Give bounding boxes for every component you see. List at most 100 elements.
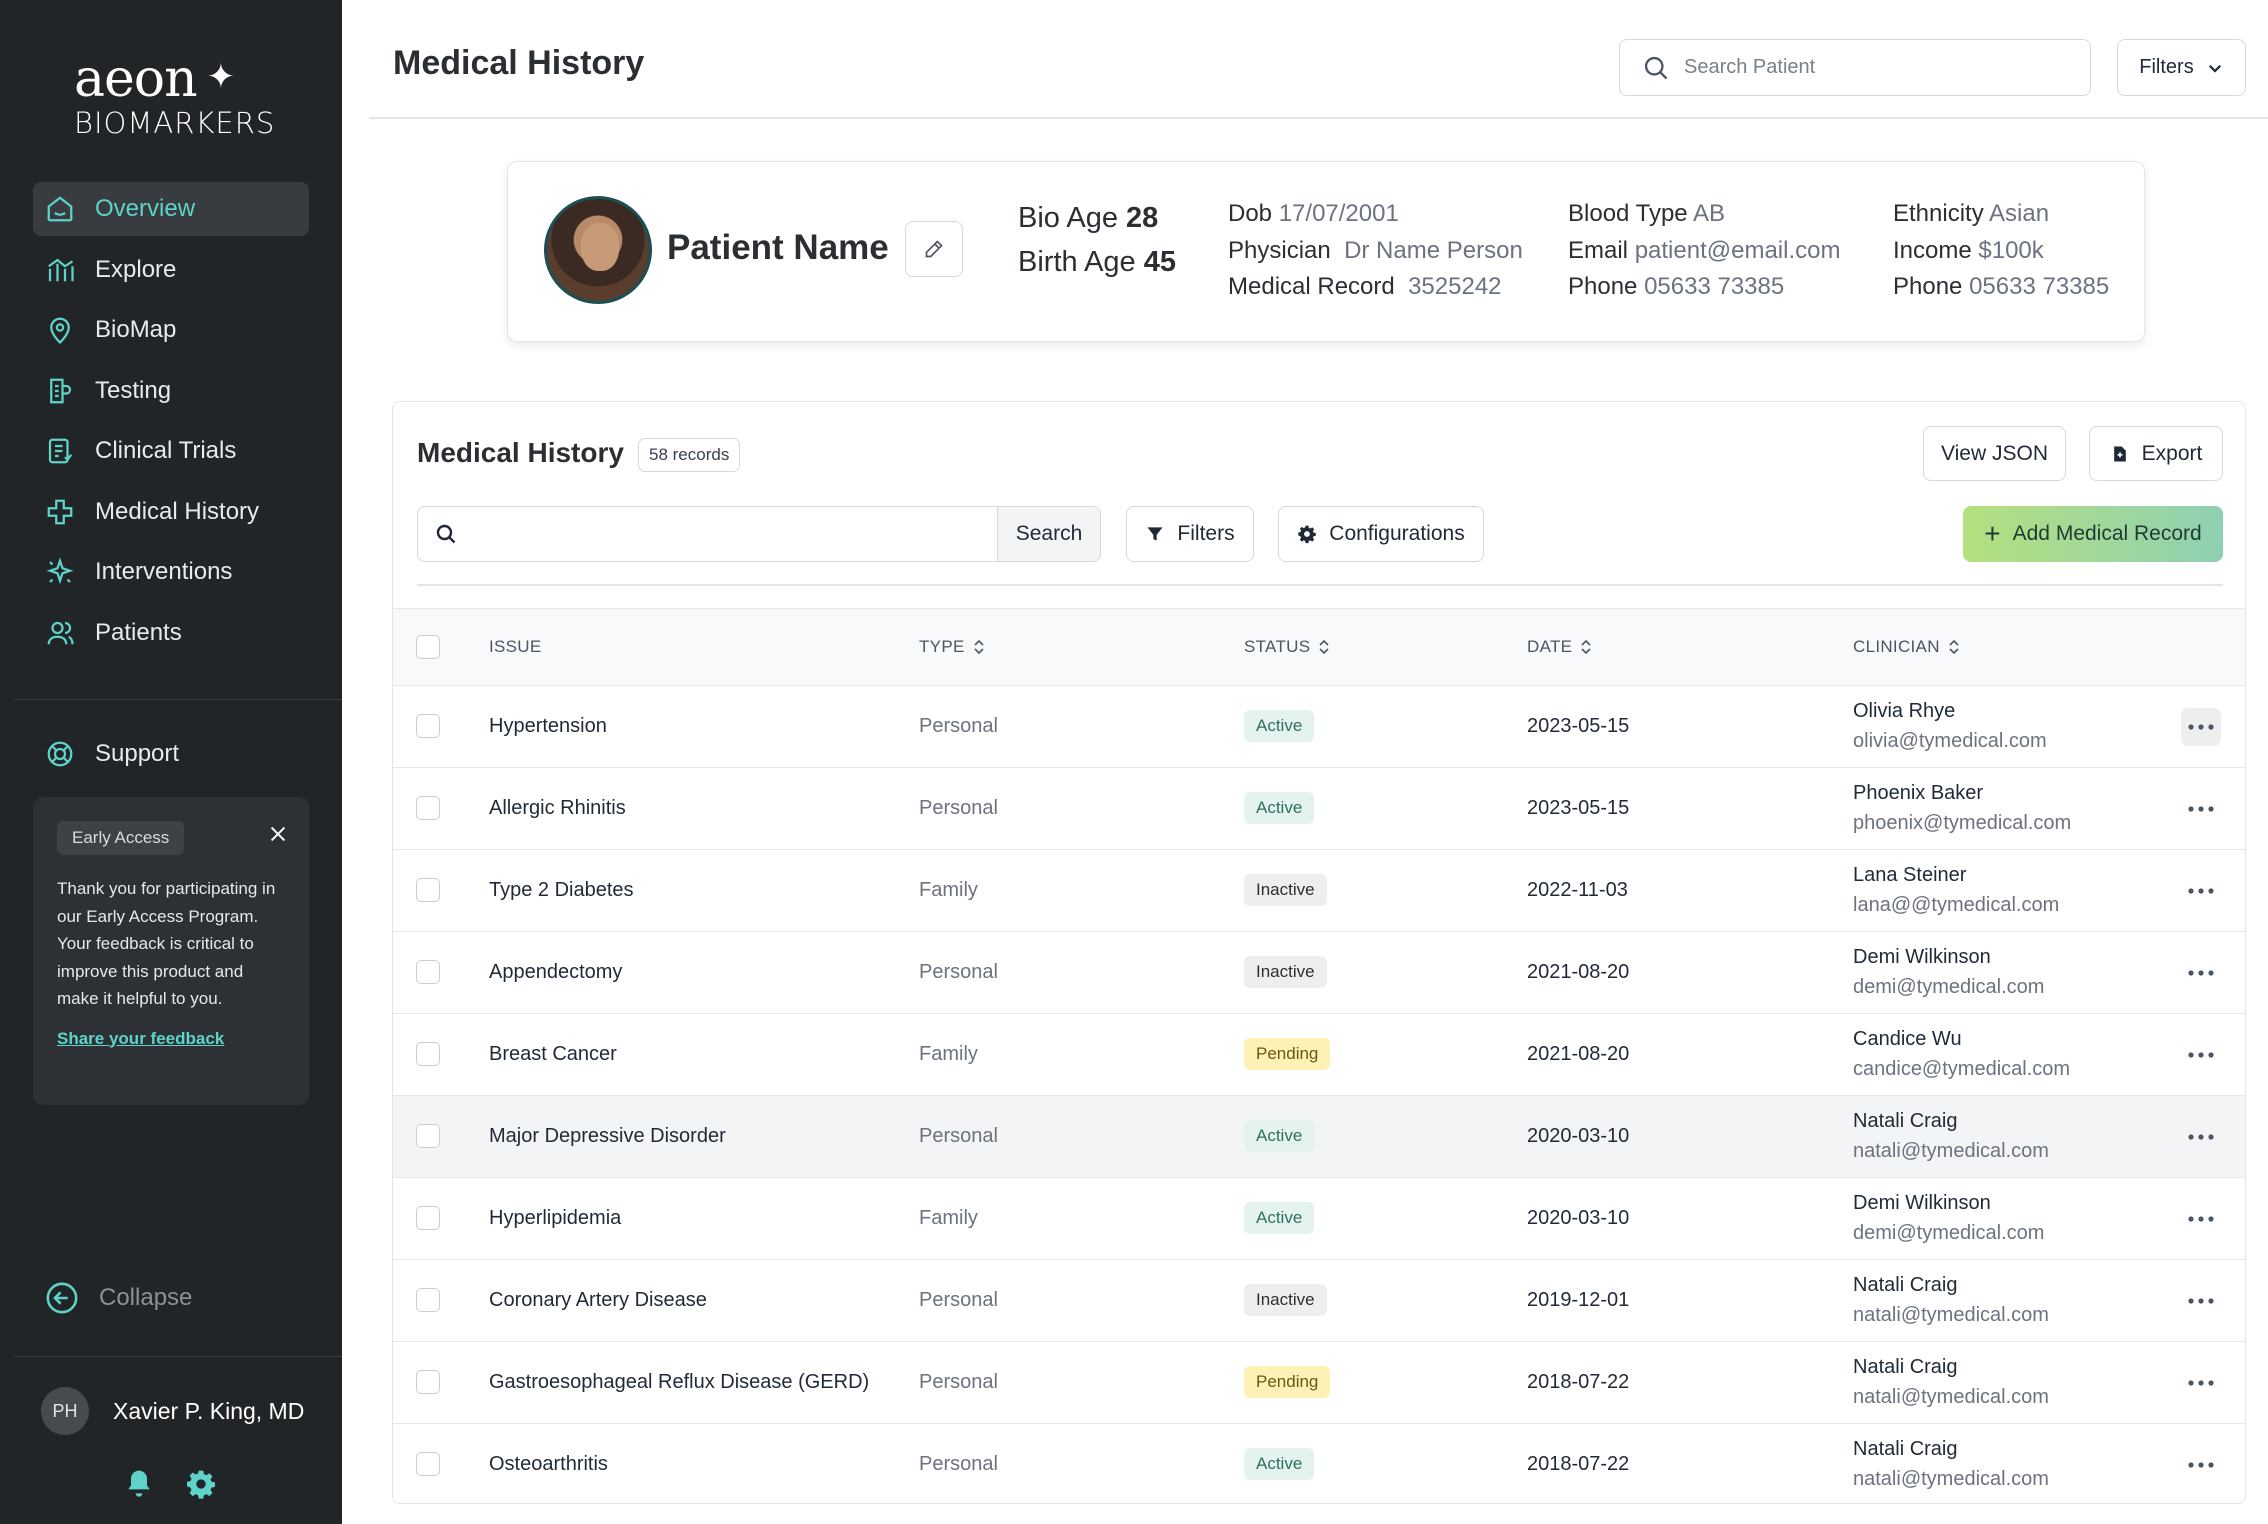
- sidebar-item-label: Medical History: [95, 497, 260, 525]
- column-date[interactable]: DATE: [1527, 609, 1592, 685]
- sidebar-item-interventions[interactable]: Interventions: [33, 545, 309, 599]
- search-patient-input[interactable]: [1684, 56, 2044, 79]
- row-actions-button[interactable]: [2181, 1036, 2221, 1074]
- sidebar-item-label: Overview: [95, 195, 196, 222]
- export-button[interactable]: Export: [2089, 426, 2223, 481]
- issue-cell: Osteoarthritis: [489, 1452, 608, 1475]
- gear-icon[interactable]: [185, 1468, 217, 1500]
- row-checkbox[interactable]: [416, 1206, 440, 1230]
- row-actions-button[interactable]: [2181, 1200, 2221, 1238]
- share-feedback-link[interactable]: Share your feedback: [57, 1028, 225, 1048]
- clinician-email: demi@tymedical.com: [1853, 976, 2045, 998]
- sidebar-item-explore[interactable]: Explore: [33, 243, 309, 297]
- clinician-name: Demi Wilkinson: [1853, 1192, 1991, 1214]
- clinician-email: natali@tymedical.com: [1853, 1386, 2049, 1408]
- row-actions-button[interactable]: [2181, 1446, 2221, 1484]
- sidebar-item-medical-history[interactable]: Medical History: [33, 485, 309, 539]
- configurations-button[interactable]: Configurations: [1278, 506, 1484, 562]
- row-checkbox[interactable]: [416, 878, 440, 902]
- table-row[interactable]: Allergic Rhinitis Personal Active 2023-05-1…: [393, 768, 2245, 850]
- row-actions-button[interactable]: [2181, 1282, 2221, 1320]
- sidebar-item-biomap[interactable]: BioMap: [33, 303, 309, 357]
- table-row[interactable]: Coronary Artery Disease Personal Inactive 2…: [393, 1260, 2245, 1342]
- edit-patient-button[interactable]: [905, 221, 963, 277]
- status-badge: Active: [1244, 710, 1315, 742]
- row-checkbox[interactable]: [416, 1124, 440, 1148]
- map-pin-icon: [50, 317, 70, 345]
- row-checkbox[interactable]: [416, 1452, 440, 1476]
- sidebar-item-support[interactable]: Support: [33, 727, 309, 781]
- column-status[interactable]: STATUS: [1244, 609, 1330, 685]
- home-icon: [47, 196, 73, 222]
- row-checkbox[interactable]: [416, 1042, 440, 1066]
- row-checkbox[interactable]: [416, 714, 440, 738]
- row-checkbox[interactable]: [416, 1370, 440, 1394]
- brand-logo[interactable]: aeon ✦ BIOMARKERS: [74, 52, 314, 142]
- support-label: Support: [95, 740, 180, 767]
- clinician-cell: Candice Wu candice@tymedical.com: [1853, 1014, 2070, 1094]
- filters-button[interactable]: Filters: [1126, 506, 1254, 562]
- column-clinician[interactable]: CLINICIAN: [1853, 609, 1960, 685]
- patient-search[interactable]: [1619, 39, 2091, 96]
- row-actions-button[interactable]: [2181, 1118, 2221, 1156]
- row-actions-button[interactable]: [2181, 872, 2221, 910]
- row-checkbox[interactable]: [416, 1288, 440, 1312]
- user-profile[interactable]: PH Xavier P. King, MD: [41, 1387, 304, 1435]
- more-horizontal-icon: [2188, 1380, 2214, 1386]
- table-row[interactable]: Appendectomy Personal Inactive 2021-08-20 De…: [393, 932, 2245, 1014]
- explore-icon: [48, 258, 74, 281]
- clinician-email: natali@tymedical.com: [1853, 1304, 2049, 1326]
- column-issue: ISSUE: [489, 637, 542, 656]
- select-all-checkbox[interactable]: [416, 635, 440, 659]
- header-filters-button[interactable]: Filters: [2117, 39, 2246, 96]
- row-actions-button[interactable]: [2181, 790, 2221, 828]
- view-json-button[interactable]: View JSON: [1923, 426, 2066, 481]
- table-row[interactable]: Hyperlipidemia Family Active 2020-03-10 Demi…: [393, 1178, 2245, 1260]
- row-actions-button[interactable]: [2181, 954, 2221, 992]
- table-row[interactable]: Major Depressive Disorder Personal Active 2…: [393, 1096, 2245, 1178]
- table-header: ISSUE TYPE STATUS DATE CLINICIAN: [393, 608, 2245, 686]
- row-checkbox[interactable]: [416, 960, 440, 984]
- patient-name: Patient Name: [667, 228, 889, 267]
- issue-cell: Appendectomy: [489, 960, 623, 983]
- close-icon[interactable]: [267, 823, 289, 845]
- table-row[interactable]: Osteoarthritis Personal Active 2018-07-22 Na…: [393, 1424, 2245, 1503]
- records-search-input[interactable]: [470, 522, 970, 546]
- testing-icon: [50, 378, 72, 403]
- table-row[interactable]: Breast Cancer Family Pending 2021-08-20 Cand…: [393, 1014, 2245, 1096]
- sidebar-divider: [14, 699, 342, 700]
- column-type-label: TYPE: [919, 637, 965, 656]
- sidebar-item-clinical-trials[interactable]: Clinical Trials: [33, 424, 309, 478]
- type-cell: Personal: [919, 1288, 998, 1311]
- sidebar-item-testing[interactable]: Testing: [33, 364, 309, 418]
- date-cell: 2023-05-15: [1527, 714, 1630, 737]
- row-actions-button[interactable]: [2181, 708, 2221, 746]
- row-checkbox[interactable]: [416, 796, 440, 820]
- lifebuoy-icon: [47, 741, 73, 767]
- arrow-left-circle-icon: [46, 1282, 78, 1314]
- chevron-down-icon: [2208, 64, 2221, 73]
- sidebar-item-overview[interactable]: Overview: [33, 182, 309, 236]
- add-medical-record-button[interactable]: + Add Medical Record: [1963, 506, 2223, 562]
- more-horizontal-icon: [2188, 1462, 2214, 1468]
- blood-type-value: AB: [1693, 200, 1726, 227]
- sidebar-item-patients[interactable]: Patients: [33, 606, 309, 660]
- medical-cross-icon: [47, 499, 73, 524]
- column-type[interactable]: TYPE: [919, 609, 985, 685]
- table-row[interactable]: Gastroesophageal Reflux Disease (GERD) Pe…: [393, 1342, 2245, 1424]
- email-label: Email: [1568, 236, 1629, 264]
- date-cell: 2021-08-20: [1527, 960, 1630, 983]
- search-button[interactable]: Search: [997, 506, 1101, 562]
- column-date-label: DATE: [1527, 637, 1573, 656]
- records-search[interactable]: [417, 506, 997, 562]
- clinician-cell: Demi Wilkinson demi@tymedical.com: [1853, 932, 2044, 1012]
- table-row[interactable]: Hypertension Personal Active 2023-05-15 Oliv…: [393, 686, 2245, 768]
- header-divider: [369, 117, 2268, 119]
- status-badge: Active: [1244, 1120, 1315, 1152]
- table-row[interactable]: Type 2 Diabetes Family Inactive 2022-11-03 L…: [393, 850, 2245, 932]
- row-actions-button[interactable]: [2181, 1364, 2221, 1402]
- bell-icon[interactable]: [123, 1468, 155, 1500]
- type-cell: Family: [919, 1206, 978, 1229]
- status-badge: Inactive: [1244, 874, 1327, 906]
- collapse-button[interactable]: Collapse: [45, 1281, 192, 1315]
